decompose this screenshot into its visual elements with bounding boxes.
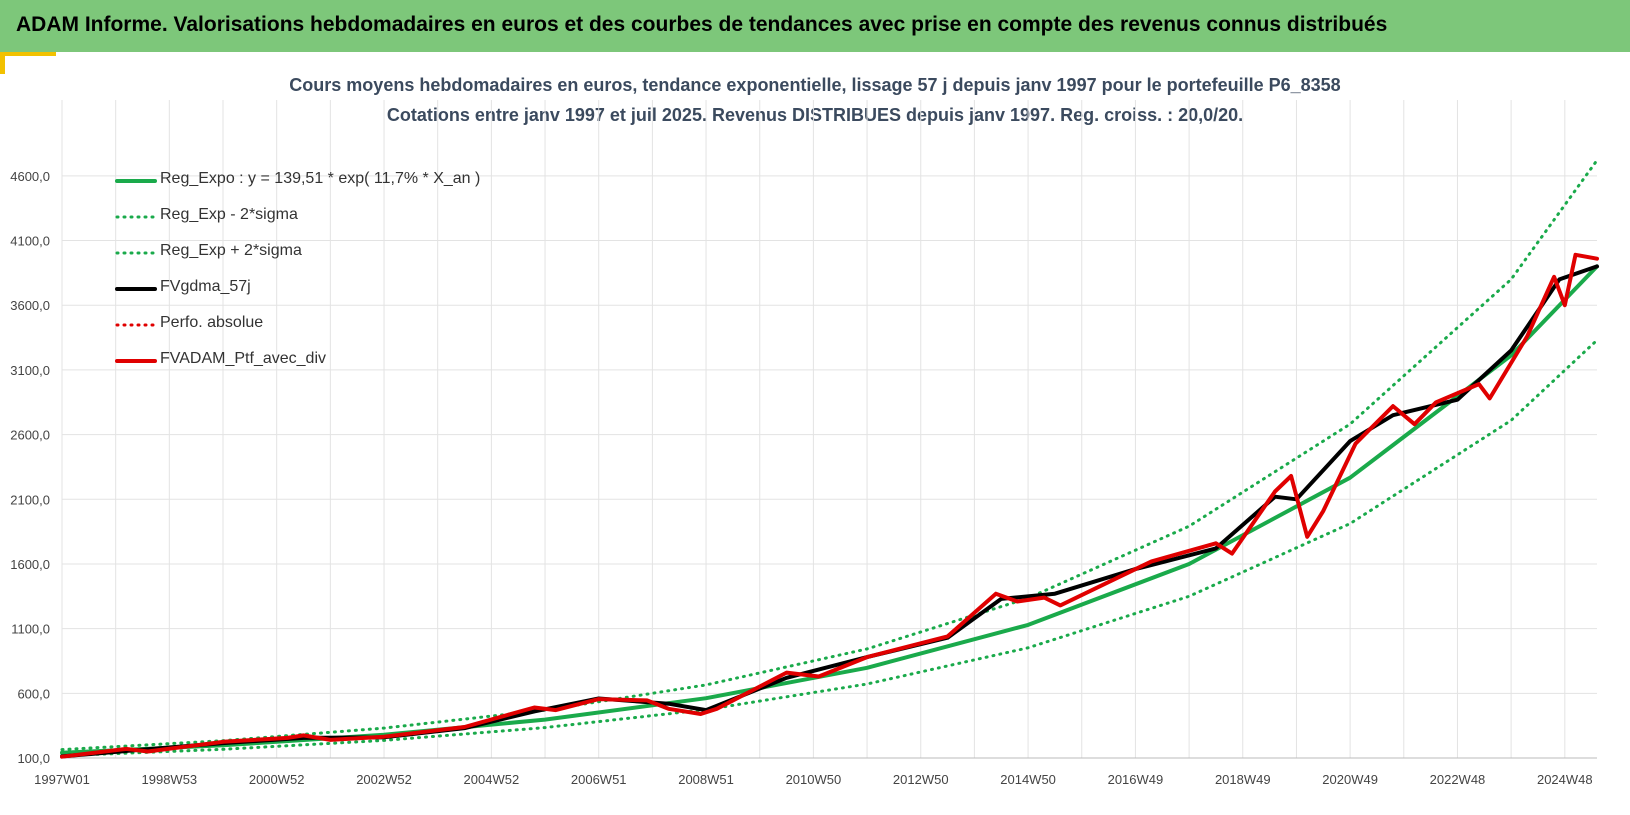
x-tick-label: 2016W49 [1108, 772, 1164, 787]
y-tick-label: 4100,0 [10, 234, 50, 249]
x-tick-label: 2000W52 [249, 772, 305, 787]
x-tick-label: 2008W51 [678, 772, 734, 787]
x-tick-label: 1998W53 [142, 772, 198, 787]
x-tick-label: 1997W01 [34, 772, 90, 787]
legend-label: Reg_Exp + 2*sigma [160, 242, 302, 259]
legend-swatch [115, 287, 157, 291]
x-tick-label: 2024W48 [1537, 772, 1593, 787]
header-banner: ADAM Informe. Valorisations hebdomadaire… [0, 0, 1630, 52]
x-tick-label: 2014W50 [1000, 772, 1056, 787]
y-tick-label: 3100,0 [10, 363, 50, 378]
legend-swatch [115, 215, 157, 219]
legend-swatch [115, 323, 157, 327]
chart-subtitle: Cotations entre janv 1997 et juil 2025. … [386, 105, 1244, 125]
chart-title: Cours moyens hebdomadaires en euros, ten… [289, 75, 1341, 95]
x-tick-label: 2006W51 [571, 772, 627, 787]
x-tick-label: 2012W50 [893, 772, 949, 787]
accent-corner-top [0, 52, 56, 56]
y-tick-label: 1100,0 [11, 622, 50, 637]
legend-label: FVADAM_Ptf_avec_div [160, 350, 326, 367]
legend-label: Reg_Exp - 2*sigma [160, 206, 298, 223]
y-tick-label: 1600,0 [10, 557, 50, 572]
accent-corner-left [0, 52, 5, 74]
y-tick-label: 3600,0 [10, 298, 50, 313]
legend-label: Reg_Expo : y = 139,51 * exp( 11,7% * X_a… [160, 170, 481, 187]
y-tick-label: 100,0 [17, 751, 50, 766]
page-title: ADAM Informe. Valorisations hebdomadaire… [16, 13, 1388, 36]
x-tick-label: 2010W50 [786, 772, 842, 787]
legend-label: FVgdma_57j [160, 278, 251, 295]
series-line-2 [60, 158, 1599, 752]
x-tick-label: 2022W48 [1430, 772, 1486, 787]
y-tick-label: 2600,0 [10, 428, 50, 443]
x-tick-label: 2004W52 [464, 772, 520, 787]
x-tick-label: 2020W49 [1322, 772, 1378, 787]
series-line-3 [60, 264, 1599, 759]
y-tick-label: 600,0 [17, 686, 50, 701]
x-tick-label: 2002W52 [356, 772, 412, 787]
legend-swatch [115, 359, 157, 363]
series-line-5 [60, 252, 1599, 759]
legend-label: Perfo. absolue [160, 314, 264, 331]
legend-swatch [115, 251, 157, 255]
y-tick-label: 4600,0 [10, 169, 50, 184]
legend-swatch [115, 179, 157, 183]
y-tick-label: 2100,0 [10, 492, 50, 507]
x-tick-label: 2018W49 [1215, 772, 1271, 787]
series-line-0 [60, 264, 1599, 755]
